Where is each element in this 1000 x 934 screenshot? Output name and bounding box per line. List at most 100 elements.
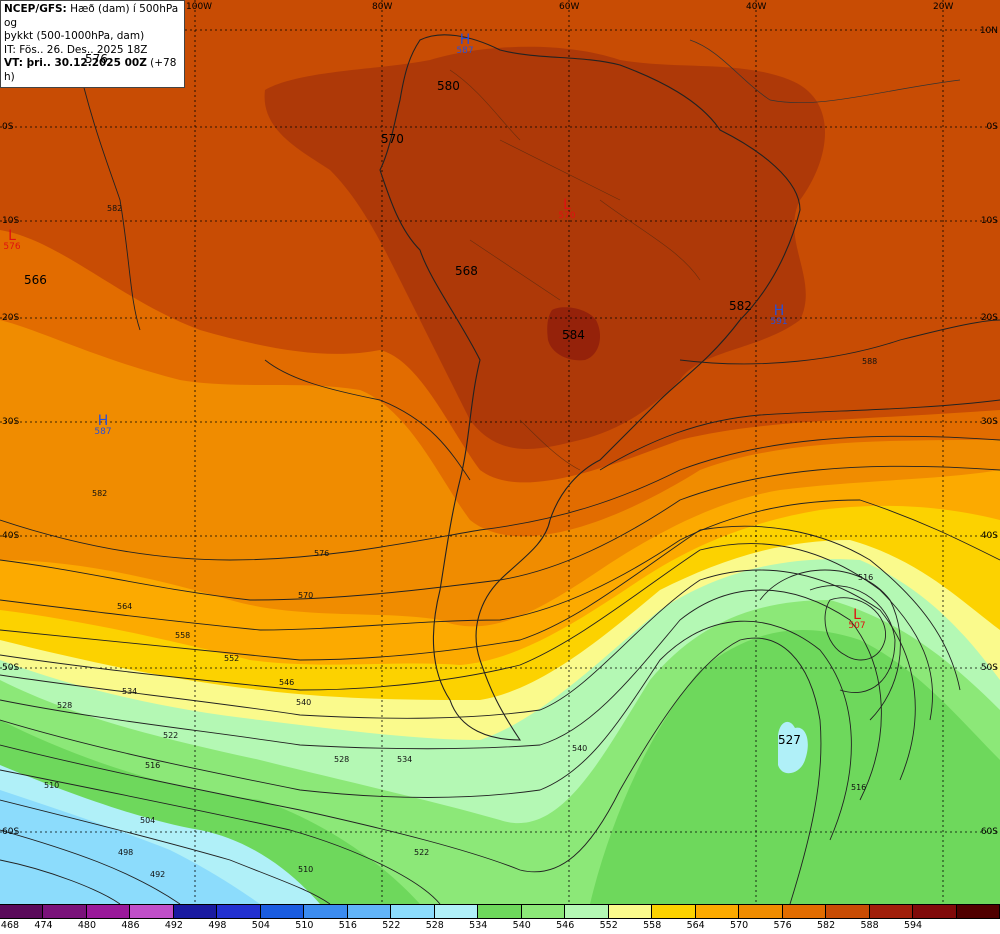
contour-label: 516 xyxy=(858,573,874,582)
height-label: 580 xyxy=(437,79,460,93)
color-scale-tick: 498 xyxy=(208,920,227,931)
contour-label: 492 xyxy=(150,870,166,879)
contour-label: 528 xyxy=(57,701,73,710)
lat-label: 10S xyxy=(2,216,20,226)
lon-label: 40W xyxy=(746,2,767,12)
lat-label: 20S xyxy=(980,313,998,323)
lat-label: 50S xyxy=(980,663,998,673)
height-label: 568 xyxy=(455,264,478,278)
color-swatch xyxy=(782,905,827,918)
contour-label: 540 xyxy=(296,698,312,707)
height-label: 576 xyxy=(85,52,108,66)
color-scale-tick: 504 xyxy=(251,920,270,931)
contour-534 xyxy=(0,620,852,841)
color-swatch xyxy=(130,905,174,918)
color-swatch xyxy=(434,905,479,918)
contour-cyclone-510 xyxy=(824,597,886,661)
high-pressure-center: H 587 xyxy=(94,413,112,437)
color-swatch xyxy=(391,905,435,918)
height-label: 570 xyxy=(381,132,404,146)
contour-label: 588 xyxy=(862,357,878,366)
height-contours xyxy=(0,49,1000,904)
band-576-north xyxy=(264,46,826,449)
contour-label: 498 xyxy=(118,848,134,857)
contour-label: 564 xyxy=(117,602,133,611)
contour-label: 558 xyxy=(175,631,191,640)
contour-528 xyxy=(0,637,822,904)
lat-label: 0S xyxy=(2,122,14,132)
lat-label: 60S xyxy=(980,827,998,837)
init-time: IT: Fös.. 26. Des.. 2025 18Z xyxy=(4,43,148,56)
lat-label: 10S xyxy=(980,216,998,226)
contour-label: 522 xyxy=(414,848,430,857)
height-label: 582 xyxy=(729,299,752,313)
color-scale-tick: 594 xyxy=(903,920,923,931)
valid-time: VT: þri.. 30.12.2025 00Z xyxy=(4,57,147,69)
color-scale-tick: 552 xyxy=(599,920,618,931)
lon-label: 80W xyxy=(372,2,393,12)
contour-582-c xyxy=(599,399,1000,471)
color-swatch xyxy=(347,905,392,918)
contour-label: 552 xyxy=(224,654,240,663)
height-label: 584 xyxy=(562,328,585,342)
low-pressure-center: L 507 xyxy=(848,607,866,631)
color-swatch xyxy=(739,905,783,918)
color-swatch xyxy=(826,905,870,918)
color-swatch xyxy=(43,905,87,918)
color-scale-swatches xyxy=(0,904,1000,919)
contour-cyclone-516 xyxy=(809,585,896,693)
color-swatch xyxy=(956,905,1000,918)
color-swatch xyxy=(608,905,653,918)
color-scale-tick: 492 xyxy=(164,920,183,931)
field-description-2: þykkt (500-1000hPa, dam) xyxy=(4,30,145,42)
contour-label: 534 xyxy=(397,755,413,764)
color-swatch xyxy=(913,905,957,918)
contour-label: 516 xyxy=(145,761,161,770)
contour-564 xyxy=(0,499,1000,631)
band-528-534 xyxy=(0,630,1000,904)
color-scale-tick: 522 xyxy=(382,920,401,931)
weather-map: NCEP/GFS: Hæð (dam) í 500hPa og þykkt (5… xyxy=(0,0,1000,904)
forecast-hour: (+78 h) xyxy=(4,57,177,83)
color-scale-legend: 468 474 480 486 492 498 504 510 516 522 528 534 540 5… xyxy=(0,904,1000,934)
high-pressure-center: H 587 xyxy=(456,32,474,56)
color-swatch xyxy=(565,905,609,918)
color-scale-tick: 588 xyxy=(860,920,879,931)
color-scale-tick: 570 xyxy=(730,920,749,931)
contour-540 xyxy=(0,589,882,801)
height-label: 527 xyxy=(778,733,801,747)
model-name: NCEP/GFS: xyxy=(4,3,67,15)
color-scale-tick: 480 xyxy=(77,920,97,931)
contour-label: 528 xyxy=(334,755,350,764)
map-info-box: NCEP/GFS: Hæð (dam) í 500hPa og þykkt (5… xyxy=(0,0,185,88)
color-swatch xyxy=(217,905,261,918)
contour-576 xyxy=(0,435,1000,561)
lat-label: 40S xyxy=(2,531,20,541)
contour-546 xyxy=(0,569,916,781)
graticule xyxy=(0,0,1000,904)
color-scale-tick: 576 xyxy=(773,920,792,931)
contour-582-a xyxy=(74,49,141,331)
color-swatch xyxy=(478,905,522,918)
low-pressure-center: L 576 xyxy=(3,228,21,252)
contour-label: 510 xyxy=(298,865,314,874)
color-scale-tick: 516 xyxy=(338,920,357,931)
contour-label: 582 xyxy=(107,204,123,213)
color-scale-tick: 486 xyxy=(121,920,140,931)
color-swatch xyxy=(260,905,305,918)
color-swatch xyxy=(869,905,914,918)
lon-label: 20W xyxy=(933,2,954,12)
color-scale-tick: 546 xyxy=(556,920,575,931)
contour-label: 534 xyxy=(122,687,138,696)
lat-label: 50S xyxy=(2,663,20,673)
color-swatch xyxy=(86,905,131,918)
color-scale-tick: 534 xyxy=(469,920,488,931)
lat-label: 40S xyxy=(980,531,998,541)
lat-label: 10N xyxy=(979,26,998,36)
color-scale-tick: 510 xyxy=(295,920,314,931)
lat-label: 30S xyxy=(980,417,998,427)
contour-558 xyxy=(0,525,961,691)
borders xyxy=(449,69,701,471)
contour-label: 576 xyxy=(314,549,330,558)
coastline xyxy=(379,34,801,741)
